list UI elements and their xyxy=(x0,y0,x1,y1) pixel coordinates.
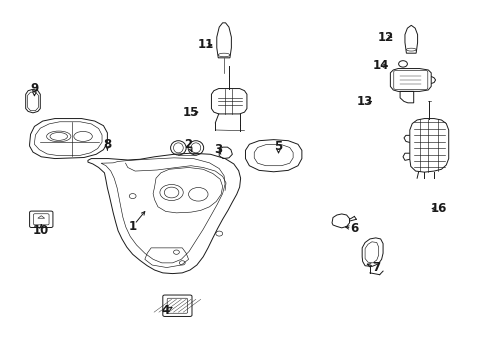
Text: 8: 8 xyxy=(103,138,111,151)
Text: 7: 7 xyxy=(372,261,380,274)
Text: 4: 4 xyxy=(161,304,169,317)
Text: 9: 9 xyxy=(30,82,39,95)
Text: 2: 2 xyxy=(184,138,192,151)
Text: 10: 10 xyxy=(33,224,49,237)
Text: 12: 12 xyxy=(377,31,393,44)
Text: 13: 13 xyxy=(356,95,372,108)
Text: 5: 5 xyxy=(274,140,282,153)
Text: 11: 11 xyxy=(197,39,213,51)
Text: 3: 3 xyxy=(213,143,222,156)
Text: 16: 16 xyxy=(430,202,446,215)
Text: 15: 15 xyxy=(183,105,199,119)
Text: 6: 6 xyxy=(349,222,358,235)
Text: 1: 1 xyxy=(128,220,137,233)
Text: 14: 14 xyxy=(372,59,388,72)
